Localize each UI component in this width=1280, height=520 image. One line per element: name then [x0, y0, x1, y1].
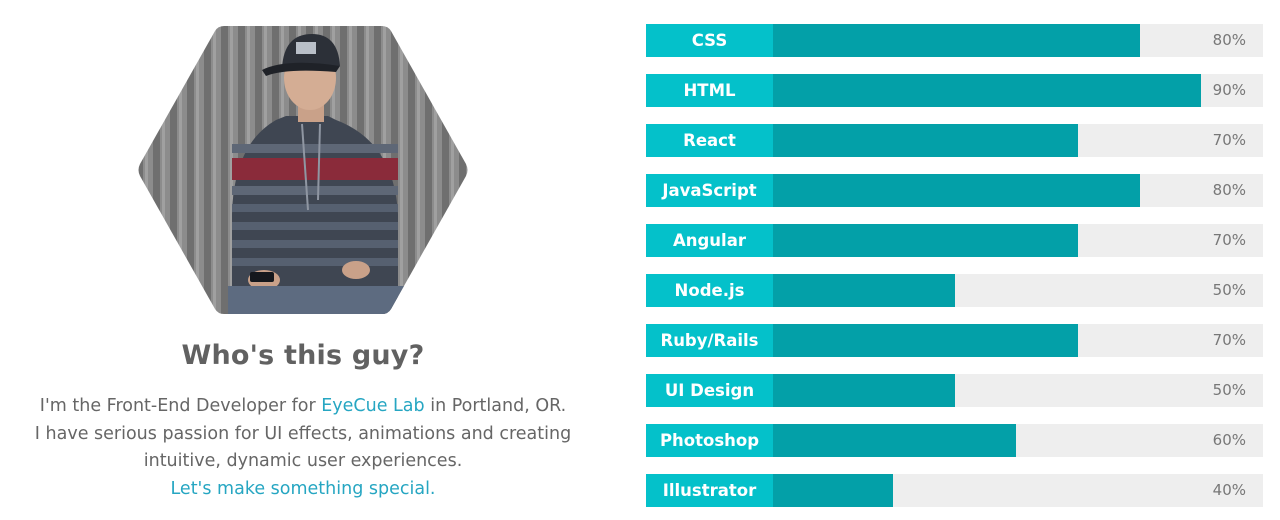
- skills-list: CSS 80% HTML 90% React 70% JavaScript 80% Angula…: [646, 24, 1263, 520]
- skill-bar-illustrator: Illustrator 40%: [646, 474, 1263, 507]
- skill-name-label: Ruby/Rails: [646, 324, 773, 357]
- about-line-3: intuitive, dynamic user experiences.: [143, 451, 463, 472]
- skill-bar-html: HTML 90%: [646, 74, 1263, 107]
- skill-name-label: Illustrator: [646, 474, 773, 507]
- skill-name-label: UI Design: [646, 374, 773, 407]
- skill-percent-label: 50%: [1212, 281, 1246, 299]
- about-heading: Who's this guy?: [181, 340, 425, 371]
- about-line-1-end: in Portland, OR.: [424, 396, 567, 416]
- skill-percent-label: 70%: [1212, 331, 1246, 349]
- skill-bar-javascript: JavaScript 80%: [646, 174, 1263, 207]
- skill-bar-node-js: Node.js 50%: [646, 274, 1263, 307]
- person-figure: [228, 34, 408, 314]
- about-line-1: I'm the Front-End Developer for EyeCue L…: [0, 393, 606, 421]
- profile-photo: [136, 24, 470, 316]
- about-paragraph: I'm the Front-End Developer for EyeCue L…: [0, 393, 606, 503]
- skill-percent-label: 50%: [1212, 381, 1246, 399]
- skill-bar-css: CSS 80%: [646, 24, 1263, 57]
- skill-name-label: Node.js: [646, 274, 773, 307]
- skill-percent-label: 40%: [1212, 481, 1246, 499]
- skill-percent-label: 90%: [1212, 81, 1246, 99]
- about-line-2: I have serious passion for UI effects, a…: [34, 423, 572, 444]
- skill-bar-photoshop: Photoshop 60%: [646, 424, 1263, 457]
- skill-bar-react: React 70%: [646, 124, 1263, 157]
- skill-percent-label: 80%: [1212, 31, 1246, 49]
- skill-bar-angular: Angular 70%: [646, 224, 1263, 257]
- skill-percent-label: 80%: [1212, 181, 1246, 199]
- profile-panel: Who's this guy? I'm the Front-End Develo…: [0, 0, 606, 520]
- eyecue-lab-link[interactable]: EyeCue Lab: [321, 396, 425, 416]
- skill-percent-label: 70%: [1212, 231, 1246, 249]
- skill-name-label: HTML: [646, 74, 773, 107]
- skill-percent-label: 70%: [1212, 131, 1246, 149]
- skill-percent-label: 60%: [1212, 431, 1246, 449]
- skill-bar-ui-design: UI Design 50%: [646, 374, 1263, 407]
- skill-name-label: Photoshop: [646, 424, 773, 457]
- skill-name-label: React: [646, 124, 773, 157]
- skill-name-label: JavaScript: [646, 174, 773, 207]
- skill-bar-ruby-rails: Ruby/Rails 70%: [646, 324, 1263, 357]
- skill-name-label: Angular: [646, 224, 773, 257]
- about-line-1-start: I'm the Front-End Developer for: [39, 396, 322, 416]
- contact-cta-link[interactable]: Let's make something special.: [170, 478, 436, 499]
- skill-name-label: CSS: [646, 24, 773, 57]
